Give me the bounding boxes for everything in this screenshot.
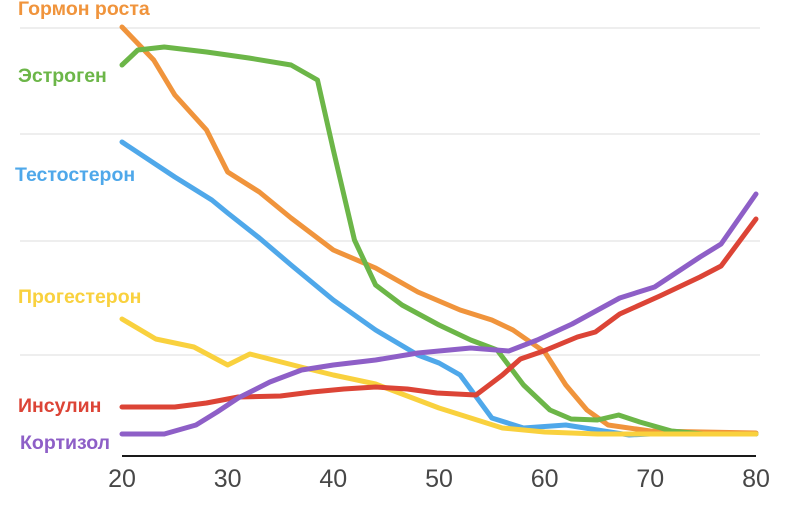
- svg-text:40: 40: [319, 465, 347, 493]
- svg-text:20: 20: [108, 465, 136, 493]
- svg-text:60: 60: [531, 465, 559, 493]
- svg-text:50: 50: [425, 465, 453, 493]
- svg-text:70: 70: [636, 465, 664, 493]
- svg-text:80: 80: [742, 465, 770, 493]
- svg-text:30: 30: [214, 465, 242, 493]
